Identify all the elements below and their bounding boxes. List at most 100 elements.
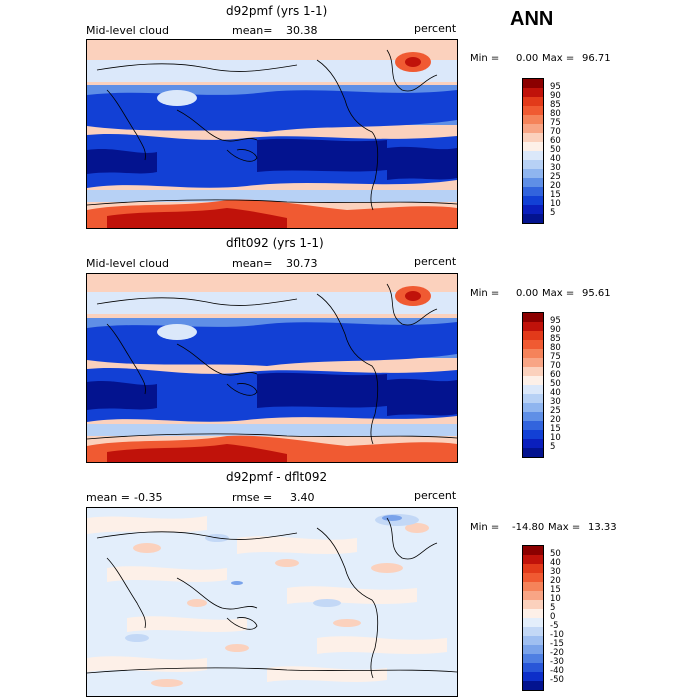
colorbar-tick-label: 50 bbox=[550, 549, 561, 559]
colorbar-cell bbox=[523, 340, 543, 349]
colorbar-tick-label: 5 bbox=[550, 208, 556, 218]
colorbar-cell bbox=[523, 385, 543, 394]
max-label: Max = bbox=[548, 522, 581, 533]
units-label: percent bbox=[414, 22, 457, 35]
colorbar-cell bbox=[523, 403, 543, 412]
panel-title: d92pmf (yrs 1-1) bbox=[226, 4, 328, 18]
colorbar-tick-label: 95 bbox=[550, 82, 561, 92]
colorbar-ticks: 95 90 85 80 75 70 60 50 40 30 25 20 15 10 5 bbox=[548, 78, 588, 224]
colorbar-tick-label: 15 bbox=[550, 424, 561, 434]
colorbar-cell bbox=[523, 564, 543, 573]
cloud-map-panel-2 bbox=[86, 273, 458, 463]
colorbar-cell bbox=[523, 322, 543, 331]
colorbar-cell bbox=[523, 645, 543, 654]
colorbar-cell bbox=[523, 591, 543, 600]
colorbar-tick-label: 25 bbox=[550, 172, 561, 182]
colorbar-tick-label: 60 bbox=[550, 136, 561, 146]
colorbar-tick-label: 85 bbox=[550, 100, 561, 110]
colorbar-cell bbox=[523, 160, 543, 169]
variable-label: Mid-level cloud bbox=[86, 257, 169, 270]
colorbar-cell bbox=[523, 609, 543, 618]
colorbar-tick-label: 75 bbox=[550, 352, 561, 362]
max-label: Max = bbox=[542, 288, 575, 299]
min-label: Min = bbox=[470, 288, 500, 299]
colorbar-tick-label: 80 bbox=[550, 109, 561, 119]
difference-field-map bbox=[87, 508, 457, 696]
colorbar-cell bbox=[523, 358, 543, 367]
colorbar-cell bbox=[523, 88, 543, 97]
units-label: percent bbox=[414, 255, 457, 268]
min-label: Min = bbox=[470, 53, 500, 64]
colorbar-cell bbox=[523, 313, 543, 322]
colorbar-tick-label: -50 bbox=[550, 675, 564, 685]
colorbar-tick-label: 20 bbox=[550, 181, 561, 191]
colorbar-cell bbox=[523, 115, 543, 124]
colorbar-cell bbox=[523, 582, 543, 591]
min-value: -14.80 bbox=[512, 522, 545, 533]
colorbar-cell bbox=[523, 627, 543, 636]
colorbar-cell bbox=[523, 448, 543, 457]
max-value: 96.71 bbox=[582, 53, 611, 64]
colorbar bbox=[522, 545, 544, 691]
colorbar-cell bbox=[523, 151, 543, 160]
colorbar-cell bbox=[523, 573, 543, 582]
cloud-field-map bbox=[87, 40, 457, 228]
colorbar bbox=[522, 78, 544, 224]
colorbar-cell bbox=[523, 654, 543, 663]
max-label: Max = bbox=[542, 53, 575, 64]
colorbar-tick-label: 10 bbox=[550, 199, 561, 209]
colorbar-tick-label: 60 bbox=[550, 370, 561, 380]
colorbar-cell bbox=[523, 187, 543, 196]
colorbar-cell bbox=[523, 79, 543, 88]
colorbar-tick-label: 20 bbox=[550, 415, 561, 425]
colorbar-cell bbox=[523, 618, 543, 627]
colorbar-tick-label: 15 bbox=[550, 190, 561, 200]
colorbar-tick-label: 30 bbox=[550, 397, 561, 407]
colorbar-cell bbox=[523, 367, 543, 376]
colorbar-cell bbox=[523, 142, 543, 151]
colorbar-tick-label: 70 bbox=[550, 361, 561, 371]
cloud-map-panel-1 bbox=[86, 39, 458, 229]
colorbar-cell bbox=[523, 421, 543, 430]
colorbar-tick-label: 70 bbox=[550, 127, 561, 137]
colorbar-cell bbox=[523, 672, 543, 681]
colorbar-tick-label: -40 bbox=[550, 666, 564, 676]
colorbar-tick-label: 5 bbox=[550, 442, 556, 452]
colorbar-cell bbox=[523, 205, 543, 214]
colorbar-tick-label: 85 bbox=[550, 334, 561, 344]
colorbar-tick-label: 10 bbox=[550, 433, 561, 443]
colorbar-cell bbox=[523, 439, 543, 448]
min-label: Min = bbox=[470, 522, 500, 533]
colorbar-tick-label: -5 bbox=[550, 621, 559, 631]
colorbar-cell bbox=[523, 349, 543, 358]
units-label: percent bbox=[414, 489, 457, 502]
colorbar-tick-label: 10 bbox=[550, 594, 561, 604]
colorbar-tick-label: 75 bbox=[550, 118, 561, 128]
colorbar-tick-label: -10 bbox=[550, 630, 564, 640]
mean-value: 30.38 bbox=[286, 24, 318, 37]
rmse-value: 3.40 bbox=[290, 491, 315, 504]
colorbar-cell bbox=[523, 546, 543, 555]
colorbar-tick-label: 90 bbox=[550, 325, 561, 335]
colorbar-cell bbox=[523, 124, 543, 133]
colorbar-cell bbox=[523, 97, 543, 106]
mean-value: 30.73 bbox=[286, 257, 318, 270]
colorbar-tick-label: 40 bbox=[550, 154, 561, 164]
cloud-field-map bbox=[87, 274, 457, 462]
colorbar-tick-label: 25 bbox=[550, 406, 561, 416]
colorbar-tick-label: -15 bbox=[550, 639, 564, 649]
colorbar-tick-label: 95 bbox=[550, 316, 561, 326]
colorbar-tick-label: 20 bbox=[550, 576, 561, 586]
colorbar-tick-label: 40 bbox=[550, 388, 561, 398]
colorbar-cell bbox=[523, 430, 543, 439]
colorbar-tick-label: -30 bbox=[550, 657, 564, 667]
colorbar-cell bbox=[523, 133, 543, 142]
colorbar-cell bbox=[523, 681, 543, 690]
colorbar-tick-label: -20 bbox=[550, 648, 564, 658]
colorbar bbox=[522, 312, 544, 458]
colorbar-tick-label: 15 bbox=[550, 585, 561, 595]
colorbar-tick-label: 40 bbox=[550, 558, 561, 568]
colorbar-cell bbox=[523, 331, 543, 340]
colorbar-tick-label: 50 bbox=[550, 145, 561, 155]
panel-title: d92pmf - dflt092 bbox=[226, 470, 328, 484]
